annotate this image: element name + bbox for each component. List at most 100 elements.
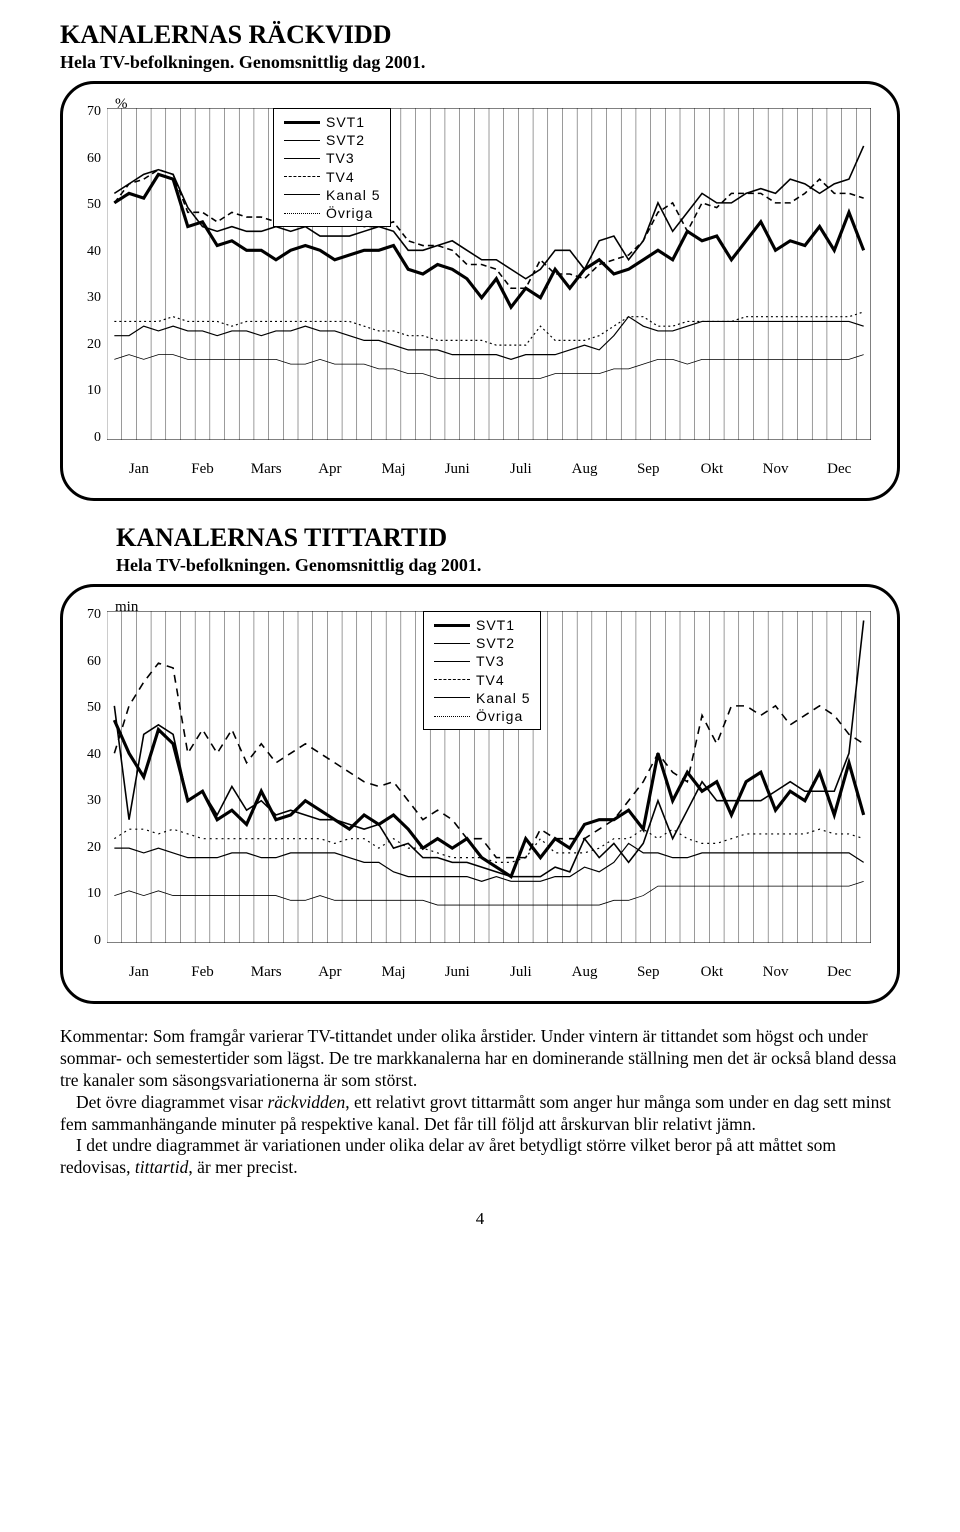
y-tick-label: 20 xyxy=(77,840,101,856)
x-tick-label: Juli xyxy=(489,461,553,478)
legend-line-icon xyxy=(434,661,470,662)
legend-line-icon xyxy=(434,643,470,644)
x-tick-label: Dec xyxy=(807,461,871,478)
chart2-y-labels: 70 60 50 40 30 20 10 0 xyxy=(77,607,101,949)
x-tick-label: Sep xyxy=(616,964,680,981)
kommentar-p1-text: Som framgår varierar TV-tittandet under … xyxy=(60,1026,896,1090)
y-tick-label: 70 xyxy=(77,104,101,120)
legend-label: TV3 xyxy=(326,149,355,167)
x-tick-label: Juni xyxy=(425,461,489,478)
x-tick-label: Feb xyxy=(171,461,235,478)
kommentar-block: Kommentar: Som framgår varierar TV-titta… xyxy=(60,1026,900,1179)
legend-line-icon xyxy=(284,213,320,214)
legend-row: TV3 xyxy=(284,149,380,167)
y-tick-label: 60 xyxy=(77,151,101,167)
legend-label: TV3 xyxy=(476,652,505,670)
legend-line-icon xyxy=(284,121,320,124)
legend-line-icon xyxy=(434,624,470,627)
x-tick-label: Aug xyxy=(553,461,617,478)
page-number: 4 xyxy=(60,1209,900,1229)
kommentar-p3: I det undre diagrammet är variationen un… xyxy=(60,1135,900,1179)
x-tick-label: Juli xyxy=(489,964,553,981)
kommentar-p2-it: räckvidden xyxy=(267,1092,345,1112)
y-tick-label: 50 xyxy=(77,197,101,213)
chart2-legend: SVT1SVT2TV3TV4Kanal 5Övriga xyxy=(423,611,541,730)
y-tick-label: 0 xyxy=(77,933,101,949)
x-tick-label: Apr xyxy=(298,461,362,478)
kommentar-p2a: Det övre diagrammet visar xyxy=(76,1092,267,1112)
kommentar-p3-it: tittartid xyxy=(135,1157,188,1177)
y-tick-label: 40 xyxy=(77,244,101,260)
legend-line-icon xyxy=(284,140,320,141)
legend-row: SVT2 xyxy=(284,131,380,149)
x-tick-label: Mars xyxy=(234,964,298,981)
x-tick-label: Mars xyxy=(234,461,298,478)
legend-label: SVT2 xyxy=(326,131,365,149)
legend-row: SVT1 xyxy=(284,113,380,131)
y-tick-label: 40 xyxy=(77,747,101,763)
chart1-plot xyxy=(107,108,871,440)
legend-row: Kanal 5 xyxy=(434,689,530,707)
kommentar-p2: Det övre diagrammet visar räckvidden, et… xyxy=(60,1092,900,1136)
legend-label: TV4 xyxy=(326,168,355,186)
x-tick-label: Aug xyxy=(553,964,617,981)
legend-row: TV4 xyxy=(434,671,530,689)
kommentar-p3b: , är mer precist. xyxy=(188,1157,297,1177)
chart2-subtitle: Hela TV-befolkningen. Genomsnittlig dag … xyxy=(116,555,900,576)
kommentar-lead: Kommentar: xyxy=(60,1026,148,1046)
y-tick-label: 30 xyxy=(77,793,101,809)
legend-row: Kanal 5 xyxy=(284,186,380,204)
legend-label: Övriga xyxy=(476,707,523,725)
y-tick-label: 10 xyxy=(77,886,101,902)
legend-label: SVT2 xyxy=(476,634,515,652)
legend-label: SVT1 xyxy=(326,113,365,131)
y-tick-label: 60 xyxy=(77,654,101,670)
legend-line-icon xyxy=(434,716,470,717)
y-tick-label: 10 xyxy=(77,383,101,399)
chart2-frame: min 706050403020100 SVT1SVT2TV3TV4Kanal … xyxy=(60,584,900,1004)
legend-label: TV4 xyxy=(476,671,505,689)
legend-line-icon xyxy=(434,697,470,698)
legend-line-icon xyxy=(284,158,320,159)
legend-row: SVT1 xyxy=(434,616,530,634)
x-tick-label: Feb xyxy=(171,964,235,981)
legend-label: Övriga xyxy=(326,204,373,222)
x-tick-label: Juni xyxy=(425,964,489,981)
chart1-frame: % 706050403020100 SVT1SVT2TV3TV4Kanal 5Ö… xyxy=(60,81,900,501)
chart1-x-labels: JanFebMarsAprMajJuniJuliAugSepOktNovDec xyxy=(107,461,871,478)
x-tick-label: Okt xyxy=(680,964,744,981)
x-tick-label: Okt xyxy=(680,461,744,478)
legend-row: SVT2 xyxy=(434,634,530,652)
chart2-x-labels: JanFebMarsAprMajJuniJuliAugSepOktNovDec xyxy=(107,964,871,981)
legend-row: TV4 xyxy=(284,168,380,186)
y-tick-label: 30 xyxy=(77,290,101,306)
y-tick-label: 50 xyxy=(77,700,101,716)
legend-line-icon xyxy=(284,176,320,177)
y-tick-label: 20 xyxy=(77,337,101,353)
legend-label: SVT1 xyxy=(476,616,515,634)
legend-line-icon xyxy=(434,679,470,680)
legend-line-icon xyxy=(284,194,320,195)
chart2-title: KANALERNAS TITTARTID xyxy=(116,523,900,553)
x-tick-label: Sep xyxy=(616,461,680,478)
legend-row: TV3 xyxy=(434,652,530,670)
x-tick-label: Jan xyxy=(107,964,171,981)
chart1-legend: SVT1SVT2TV3TV4Kanal 5Övriga xyxy=(273,108,391,227)
chart1-y-labels: 70 60 50 40 30 20 10 0 xyxy=(77,104,101,446)
x-tick-label: Apr xyxy=(298,964,362,981)
x-tick-label: Jan xyxy=(107,461,171,478)
x-tick-label: Nov xyxy=(744,964,808,981)
y-tick-label: 70 xyxy=(77,607,101,623)
x-tick-label: Maj xyxy=(362,461,426,478)
legend-label: Kanal 5 xyxy=(476,689,530,707)
x-tick-label: Nov xyxy=(744,461,808,478)
legend-row: Övriga xyxy=(434,707,530,725)
kommentar-p1: Kommentar: Som framgår varierar TV-titta… xyxy=(60,1026,900,1092)
chart1-title: KANALERNAS RÄCKVIDD xyxy=(60,20,900,50)
legend-label: Kanal 5 xyxy=(326,186,380,204)
x-tick-label: Dec xyxy=(807,964,871,981)
y-tick-label: 0 xyxy=(77,430,101,446)
legend-row: Övriga xyxy=(284,204,380,222)
chart1-subtitle: Hela TV-befolkningen. Genomsnittlig dag … xyxy=(60,52,900,73)
x-tick-label: Maj xyxy=(362,964,426,981)
